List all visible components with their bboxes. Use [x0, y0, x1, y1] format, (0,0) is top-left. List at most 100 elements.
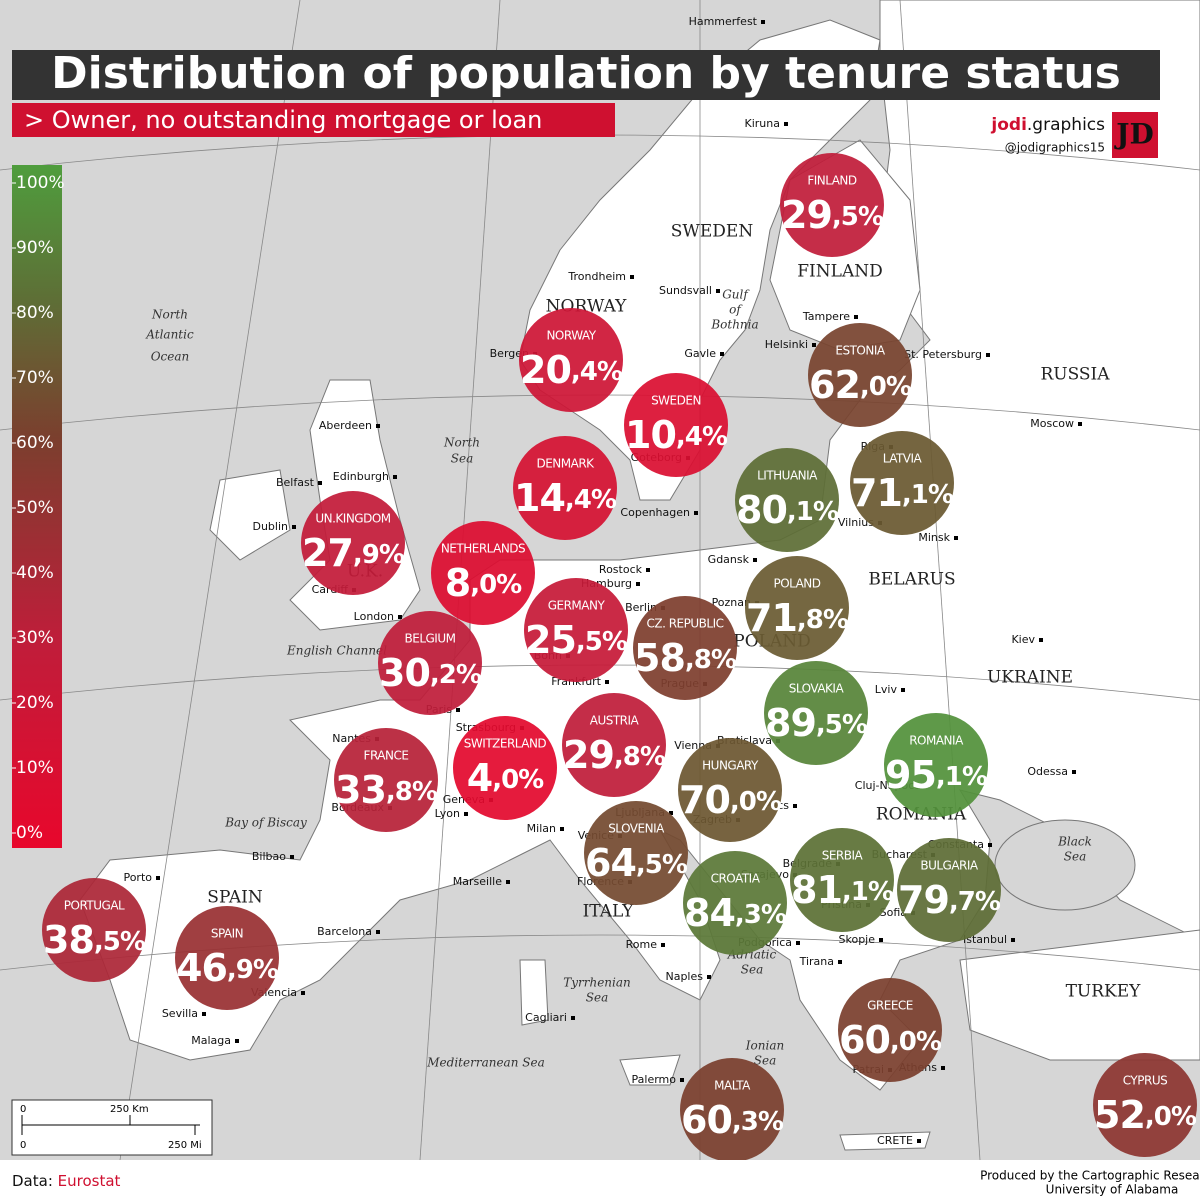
- country-circle: [524, 578, 628, 682]
- sea-label: of: [729, 303, 743, 317]
- title-bar: [12, 50, 1160, 100]
- city-dot: [879, 938, 883, 942]
- subtitle-bar: [12, 103, 615, 137]
- city-label: St. Petersburg: [904, 348, 982, 361]
- city-dot: [796, 941, 800, 945]
- brand-part: jodi: [990, 115, 1027, 135]
- country-circle: [808, 323, 912, 427]
- country-circle: [42, 878, 146, 982]
- city-dot: [376, 424, 380, 428]
- city-dot: [661, 943, 665, 947]
- city-dot: [560, 827, 564, 831]
- city-label: CRETE: [877, 1134, 913, 1147]
- country-circle: [780, 153, 884, 257]
- country-name: AUSTRIA: [590, 714, 640, 728]
- logo: JD: [1113, 118, 1154, 151]
- city-label: Kiruna: [745, 117, 780, 130]
- legend: 0% 10% 20% 30% 40% 50% 60% 70% 80% 90% 100%: [12, 173, 65, 843]
- country-name: NORWAY: [546, 329, 596, 343]
- value-label: 46,9%: [176, 946, 279, 990]
- value-label: 38,5%: [43, 918, 146, 962]
- country-label: SPAIN: [207, 888, 263, 908]
- country-name: HUNGARY: [702, 759, 759, 773]
- country-label: TURKEY: [1066, 982, 1142, 1002]
- city-label: Sevilla: [162, 1007, 198, 1020]
- city-label: Aberdeen: [319, 419, 372, 432]
- country-circle: [431, 521, 535, 625]
- sea-label: Ocean: [151, 350, 190, 364]
- sardinia: [519, 959, 549, 1026]
- value-label: 4,0%: [467, 756, 544, 800]
- value-label: 29,5%: [781, 193, 884, 237]
- country-name: CROATIA: [711, 872, 761, 886]
- city-label: Barcelona: [317, 925, 372, 938]
- city-label: Kiev: [1011, 633, 1035, 646]
- city-dot: [202, 1012, 206, 1016]
- country-name: BULGARIA: [920, 859, 979, 873]
- country-circle: [850, 431, 954, 535]
- city-label: Trondheim: [567, 270, 626, 283]
- country-name: SWITZERLAND: [464, 737, 547, 751]
- city-label: Palermo: [632, 1073, 677, 1086]
- logo-box: [1112, 112, 1158, 158]
- country-circle: [680, 1058, 784, 1162]
- country-name: NETHERLANDS: [441, 542, 525, 556]
- legend-tick-label: 50%: [16, 498, 54, 518]
- city-dot: [376, 930, 380, 934]
- city-dot: [605, 680, 609, 684]
- city-label: London: [354, 610, 394, 623]
- city-dot: [506, 880, 510, 884]
- black-sea: [994, 819, 1136, 911]
- city-dot: [669, 811, 673, 815]
- city-label: Bilbao: [252, 850, 286, 863]
- value-label: 95,1%: [885, 753, 988, 797]
- country-name: SWEDEN: [651, 394, 701, 408]
- handle: @jodigraphics15: [1005, 141, 1105, 155]
- city-label: Gdansk: [708, 553, 750, 566]
- city-dot: [838, 960, 842, 964]
- sea-label: English Channel: [286, 644, 387, 658]
- sea-label: Black: [1057, 835, 1092, 849]
- city-dot: [986, 353, 990, 357]
- country-name: FRANCE: [364, 749, 409, 763]
- sea-label: North: [443, 436, 480, 450]
- value-label: 25,5%: [525, 618, 628, 662]
- country-circle: [790, 828, 894, 932]
- city-dot: [398, 615, 402, 619]
- country-label: FINLAND: [797, 262, 882, 282]
- country-circle: [838, 978, 942, 1082]
- country-circle: [519, 308, 623, 412]
- value-label: 10,4%: [625, 413, 728, 457]
- country-circle: [301, 491, 405, 595]
- country-circle: [745, 556, 849, 660]
- country-circle: [453, 716, 557, 820]
- country-name: MALTA: [714, 1079, 751, 1093]
- city-dot: [318, 481, 322, 485]
- city-dot: [793, 804, 797, 808]
- ireland: [209, 469, 291, 561]
- scale-bar: 0 250 Km 0 250 Mi: [11, 1099, 213, 1156]
- city-dot: [1072, 770, 1076, 774]
- city-label: Moscow: [1030, 417, 1074, 430]
- country-circle: [897, 838, 1001, 942]
- legend-tick-label: 30%: [16, 628, 54, 648]
- city-label: Minsk: [918, 531, 950, 544]
- city-label: Malaga: [191, 1034, 231, 1047]
- value-label: 79,7%: [898, 878, 1001, 922]
- sea-label: Bothnia: [710, 318, 758, 332]
- credit: Produced by the Cartographic Research La…: [980, 1169, 1200, 1183]
- value-label: 29,8%: [563, 733, 666, 777]
- city-dot: [784, 122, 788, 126]
- value-label: 14,4%: [514, 476, 617, 520]
- city-label: Rome: [626, 938, 658, 951]
- country-circle: [334, 728, 438, 832]
- country-label: UKRAINE: [987, 668, 1073, 688]
- country-name: UN.KINGDOM: [315, 512, 390, 526]
- source: Data: Eurostat: [12, 1172, 121, 1190]
- city-label: Edinburgh: [333, 470, 389, 483]
- city-dot: [1011, 938, 1015, 942]
- value-label: 89,5%: [765, 701, 868, 745]
- scale-box: [11, 1099, 213, 1156]
- city-dot: [753, 558, 757, 562]
